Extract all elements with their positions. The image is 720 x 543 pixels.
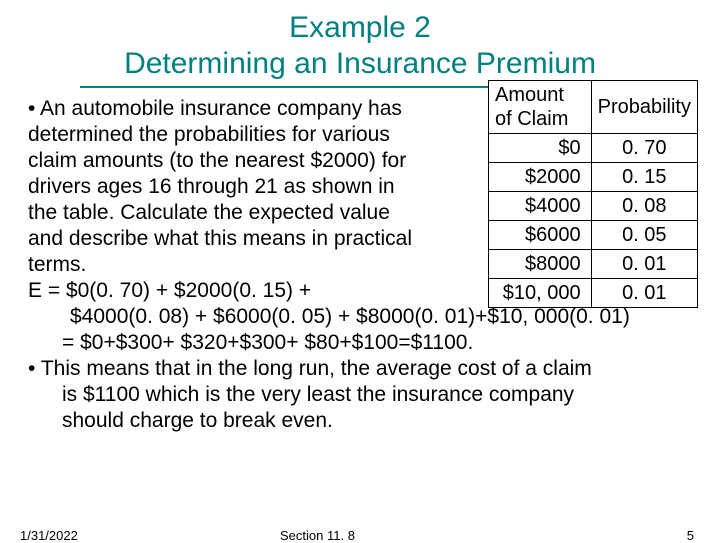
footer-section: Section 11. 8 (280, 528, 355, 543)
table-row: $10, 000 0. 01 (489, 279, 698, 308)
table-cell-amount: $8000 (489, 250, 592, 279)
table-row: $2000 0. 15 (489, 163, 698, 192)
bullet-1: • (28, 97, 40, 120)
equation-line-3: = $0+$300+ $320+$300+ $80+$100=$1100. (28, 330, 692, 356)
footer-date: 1/31/2022 (20, 528, 78, 543)
title-line-2: Determining an Insurance Premium (0, 46, 720, 82)
probability-table: Amount of Claim Probability $0 0. 70 $20… (488, 80, 698, 308)
table-cell-prob: 0. 01 (591, 279, 697, 308)
footer-page-number: 5 (687, 528, 694, 543)
table-cell-prob: 0. 08 (591, 192, 697, 221)
table-cell-amount: $0 (489, 134, 592, 163)
table-row: $6000 0. 05 (489, 221, 698, 250)
table-header-probability: Probability (591, 81, 697, 134)
table-row: $0 0. 70 (489, 134, 698, 163)
p8-text: This means that in the long run, the ave… (41, 357, 592, 380)
bullet-2: • (28, 357, 41, 380)
equation-line-2: $4000(0. 08) + $6000(0. 05) + $8000(0. 0… (28, 304, 692, 330)
table-row: $8000 0. 01 (489, 250, 698, 279)
title-line-1: Example 2 (0, 10, 720, 46)
paragraph-line-8: • This means that in the long run, the a… (28, 356, 692, 382)
paragraph-line-10: should charge to break even. (28, 408, 692, 434)
table-cell-prob: 0. 01 (591, 250, 697, 279)
table-cell-prob: 0. 15 (591, 163, 697, 192)
paragraph-line-9: is $1100 which is the very least the ins… (28, 382, 692, 408)
table-cell-prob: 0. 70 (591, 134, 697, 163)
slide-title: Example 2 Determining an Insurance Premi… (0, 0, 720, 82)
table-cell-prob: 0. 05 (591, 221, 697, 250)
table-cell-amount: $2000 (489, 163, 592, 192)
table-row: $4000 0. 08 (489, 192, 698, 221)
table-cell-amount: $10, 000 (489, 279, 592, 308)
table-cell-amount: $6000 (489, 221, 592, 250)
p1-text: An automobile insurance company has (40, 97, 402, 120)
table-cell-amount: $4000 (489, 192, 592, 221)
table-header-amount: Amount of Claim (489, 81, 592, 134)
